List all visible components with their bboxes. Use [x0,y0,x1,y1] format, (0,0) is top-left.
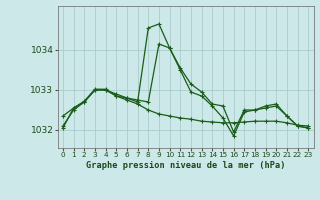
X-axis label: Graphe pression niveau de la mer (hPa): Graphe pression niveau de la mer (hPa) [86,161,285,170]
